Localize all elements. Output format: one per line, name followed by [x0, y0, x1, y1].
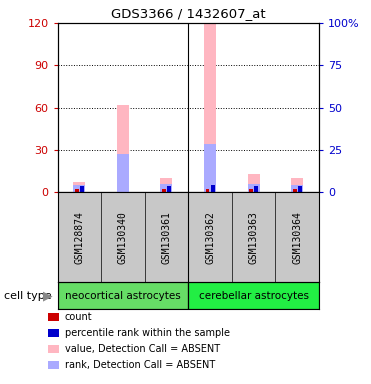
Text: rank, Detection Call = ABSENT: rank, Detection Call = ABSENT — [65, 360, 215, 370]
Bar — [80, 186, 84, 192]
Text: GSM130362: GSM130362 — [205, 211, 215, 263]
Bar — [58, 282, 188, 309]
Text: count: count — [65, 312, 92, 322]
Bar — [291, 185, 303, 192]
Text: GSM130361: GSM130361 — [161, 211, 171, 263]
Text: cerebellar astrocytes: cerebellar astrocytes — [199, 291, 309, 301]
Text: neocortical astrocytes: neocortical astrocytes — [65, 291, 181, 301]
Text: ▶: ▶ — [43, 289, 52, 302]
Bar — [204, 144, 216, 192]
Bar — [293, 189, 296, 192]
Bar — [73, 182, 85, 192]
Bar — [167, 186, 171, 192]
Bar — [161, 184, 173, 192]
Text: GSM130363: GSM130363 — [249, 211, 259, 263]
Bar — [211, 185, 215, 192]
Bar — [291, 178, 303, 192]
Text: percentile rank within the sample: percentile rank within the sample — [65, 328, 230, 338]
Bar — [161, 178, 173, 192]
Title: GDS3366 / 1432607_at: GDS3366 / 1432607_at — [111, 7, 266, 20]
Bar — [248, 174, 260, 192]
Bar — [188, 282, 319, 309]
Text: cell type: cell type — [4, 291, 51, 301]
Bar — [206, 189, 209, 192]
Bar — [204, 23, 216, 192]
Bar — [255, 186, 258, 192]
Text: value, Detection Call = ABSENT: value, Detection Call = ABSENT — [65, 344, 220, 354]
Bar — [249, 189, 253, 192]
Text: GSM130364: GSM130364 — [292, 211, 302, 263]
Bar — [162, 189, 166, 192]
Bar — [117, 154, 129, 192]
Bar — [75, 189, 79, 192]
Bar — [73, 185, 85, 192]
Bar — [248, 184, 260, 192]
Bar — [117, 105, 129, 192]
Bar — [298, 186, 302, 192]
Text: GSM128874: GSM128874 — [74, 211, 84, 263]
Text: GSM130340: GSM130340 — [118, 211, 128, 263]
